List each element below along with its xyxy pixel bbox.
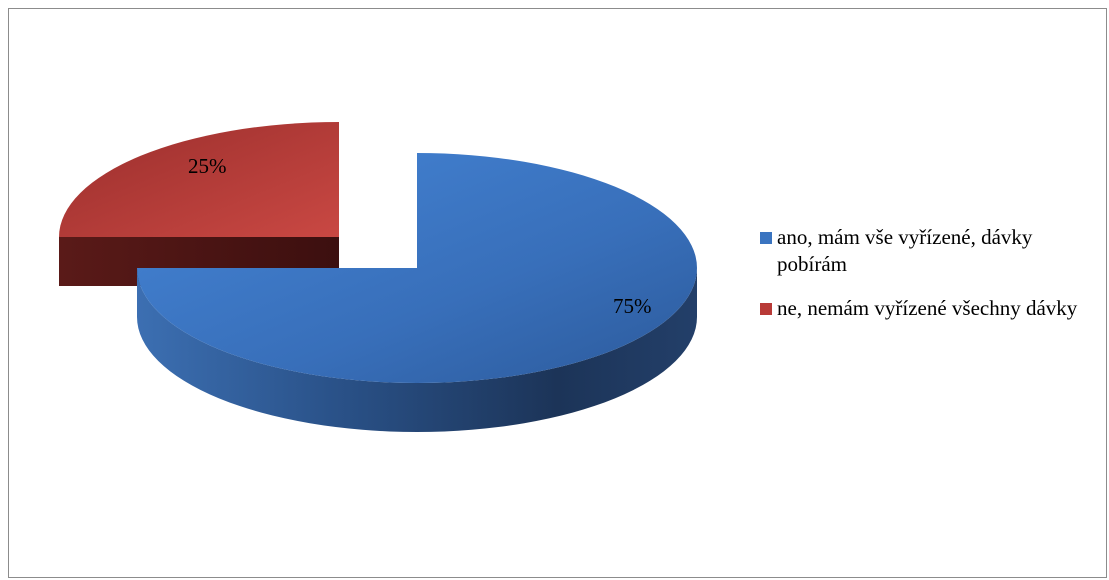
data-label: 75% (613, 294, 652, 318)
data-label: 25% (188, 154, 227, 178)
legend-swatch (760, 303, 772, 315)
legend: ano, mám vše vyřízené, dávky pobírám ne,… (760, 224, 1100, 339)
pie-slice-top (137, 153, 697, 383)
legend-item: ano, mám vše vyřízené, dávky pobírám (760, 224, 1100, 278)
legend-swatch (760, 232, 772, 244)
legend-label: ano, mám vše vyřízené, dávky pobírám (777, 225, 1033, 276)
pie-slice (137, 153, 697, 432)
pie-slice-top (59, 122, 339, 237)
legend-label: ne, nemám vyřízené všechny dávky (777, 296, 1078, 320)
legend-item: ne, nemám vyřízené všechny dávky (760, 295, 1100, 322)
pie-slice (59, 122, 339, 286)
pie-slice-side (137, 268, 697, 432)
